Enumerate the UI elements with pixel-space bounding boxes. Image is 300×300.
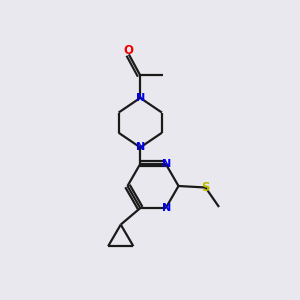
Text: N: N — [136, 93, 145, 103]
Text: O: O — [124, 44, 134, 57]
Text: S: S — [201, 181, 210, 194]
Text: N: N — [162, 159, 171, 169]
Text: N: N — [136, 142, 145, 152]
Text: N: N — [162, 203, 171, 213]
